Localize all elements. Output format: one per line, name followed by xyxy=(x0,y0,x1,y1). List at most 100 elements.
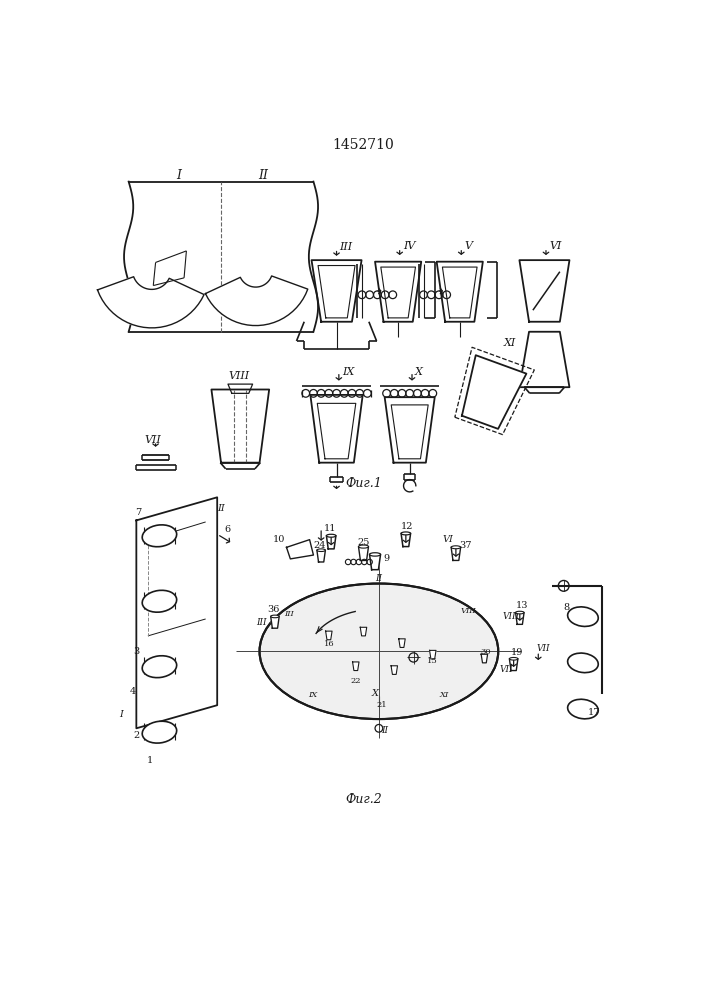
Text: X: X xyxy=(372,689,378,698)
Text: VIII: VIII xyxy=(460,607,477,615)
Text: II: II xyxy=(258,169,269,182)
Polygon shape xyxy=(451,547,461,560)
Text: 13: 13 xyxy=(516,601,528,610)
Polygon shape xyxy=(327,536,336,549)
Text: VII: VII xyxy=(144,435,161,445)
Polygon shape xyxy=(401,533,411,547)
Text: VI: VI xyxy=(443,535,454,544)
Polygon shape xyxy=(286,540,313,559)
Text: VIII: VIII xyxy=(502,612,519,621)
Text: VI: VI xyxy=(549,241,561,251)
Text: III: III xyxy=(339,242,353,252)
Ellipse shape xyxy=(370,553,380,556)
Polygon shape xyxy=(211,389,269,463)
Text: I: I xyxy=(119,710,123,719)
Text: II: II xyxy=(382,726,389,735)
Text: 4: 4 xyxy=(129,687,136,696)
Text: 30: 30 xyxy=(481,648,491,656)
Ellipse shape xyxy=(358,545,368,548)
Text: IV: IV xyxy=(403,241,415,251)
Text: 2: 2 xyxy=(133,732,139,740)
Text: 16: 16 xyxy=(324,640,334,648)
Text: X: X xyxy=(415,367,423,377)
Polygon shape xyxy=(391,405,428,459)
Text: 3: 3 xyxy=(133,647,139,656)
Polygon shape xyxy=(317,403,356,459)
Text: 11: 11 xyxy=(323,524,336,533)
Text: XI: XI xyxy=(503,338,516,348)
Ellipse shape xyxy=(271,615,279,618)
Polygon shape xyxy=(462,355,527,429)
Text: VII: VII xyxy=(499,665,513,674)
Text: Фиг.1: Фиг.1 xyxy=(345,477,382,490)
Polygon shape xyxy=(375,262,421,322)
Text: 17: 17 xyxy=(588,708,601,717)
Text: 21: 21 xyxy=(377,701,387,709)
Text: II: II xyxy=(375,574,382,583)
Text: 37: 37 xyxy=(459,541,472,550)
Polygon shape xyxy=(228,384,252,393)
Ellipse shape xyxy=(142,656,177,678)
Ellipse shape xyxy=(259,584,498,719)
Text: VII: VII xyxy=(536,644,549,653)
Polygon shape xyxy=(430,650,436,659)
Polygon shape xyxy=(206,276,308,326)
Text: XI: XI xyxy=(440,691,449,699)
Polygon shape xyxy=(443,267,477,318)
Polygon shape xyxy=(385,397,435,463)
Polygon shape xyxy=(481,654,488,663)
Polygon shape xyxy=(437,262,483,322)
Ellipse shape xyxy=(317,549,325,552)
Text: 7: 7 xyxy=(135,508,141,517)
Ellipse shape xyxy=(568,699,598,719)
Text: 1: 1 xyxy=(147,756,153,765)
Polygon shape xyxy=(391,666,397,674)
Text: II: II xyxy=(217,504,225,513)
Text: 9: 9 xyxy=(383,554,390,563)
Text: Фиг.2: Фиг.2 xyxy=(345,793,382,806)
Ellipse shape xyxy=(515,611,524,614)
Ellipse shape xyxy=(142,590,177,612)
Polygon shape xyxy=(358,547,368,560)
Polygon shape xyxy=(136,497,217,728)
Polygon shape xyxy=(381,267,416,318)
Text: III: III xyxy=(284,610,294,618)
Text: III: III xyxy=(256,618,267,627)
Polygon shape xyxy=(509,659,518,671)
Polygon shape xyxy=(353,662,359,671)
Ellipse shape xyxy=(142,525,177,547)
Ellipse shape xyxy=(142,721,177,743)
Polygon shape xyxy=(318,266,355,318)
Polygon shape xyxy=(515,613,524,624)
Polygon shape xyxy=(520,260,569,322)
Text: 12: 12 xyxy=(401,522,414,531)
Text: 36: 36 xyxy=(267,605,279,614)
Text: 6: 6 xyxy=(224,525,230,534)
Polygon shape xyxy=(317,550,325,562)
Polygon shape xyxy=(310,395,363,463)
Polygon shape xyxy=(399,639,405,647)
Text: V: V xyxy=(464,241,472,251)
Polygon shape xyxy=(361,627,367,636)
Polygon shape xyxy=(370,554,380,570)
Ellipse shape xyxy=(568,653,598,673)
Ellipse shape xyxy=(568,607,598,626)
Text: 24: 24 xyxy=(313,541,326,550)
Text: 25: 25 xyxy=(357,538,370,547)
Text: IX: IX xyxy=(309,691,318,699)
Text: 8: 8 xyxy=(563,603,569,612)
Polygon shape xyxy=(326,631,332,640)
Text: VIII: VIII xyxy=(228,371,250,381)
Text: 1452710: 1452710 xyxy=(332,138,394,152)
Polygon shape xyxy=(312,260,361,322)
Text: IX: IX xyxy=(342,367,354,377)
Polygon shape xyxy=(271,616,279,628)
Text: I: I xyxy=(176,169,181,182)
Text: 22: 22 xyxy=(351,677,361,685)
Ellipse shape xyxy=(451,546,461,549)
Text: 10: 10 xyxy=(273,535,285,544)
Polygon shape xyxy=(98,277,204,328)
Ellipse shape xyxy=(509,657,518,660)
Text: 19: 19 xyxy=(510,648,523,657)
Ellipse shape xyxy=(401,532,411,535)
